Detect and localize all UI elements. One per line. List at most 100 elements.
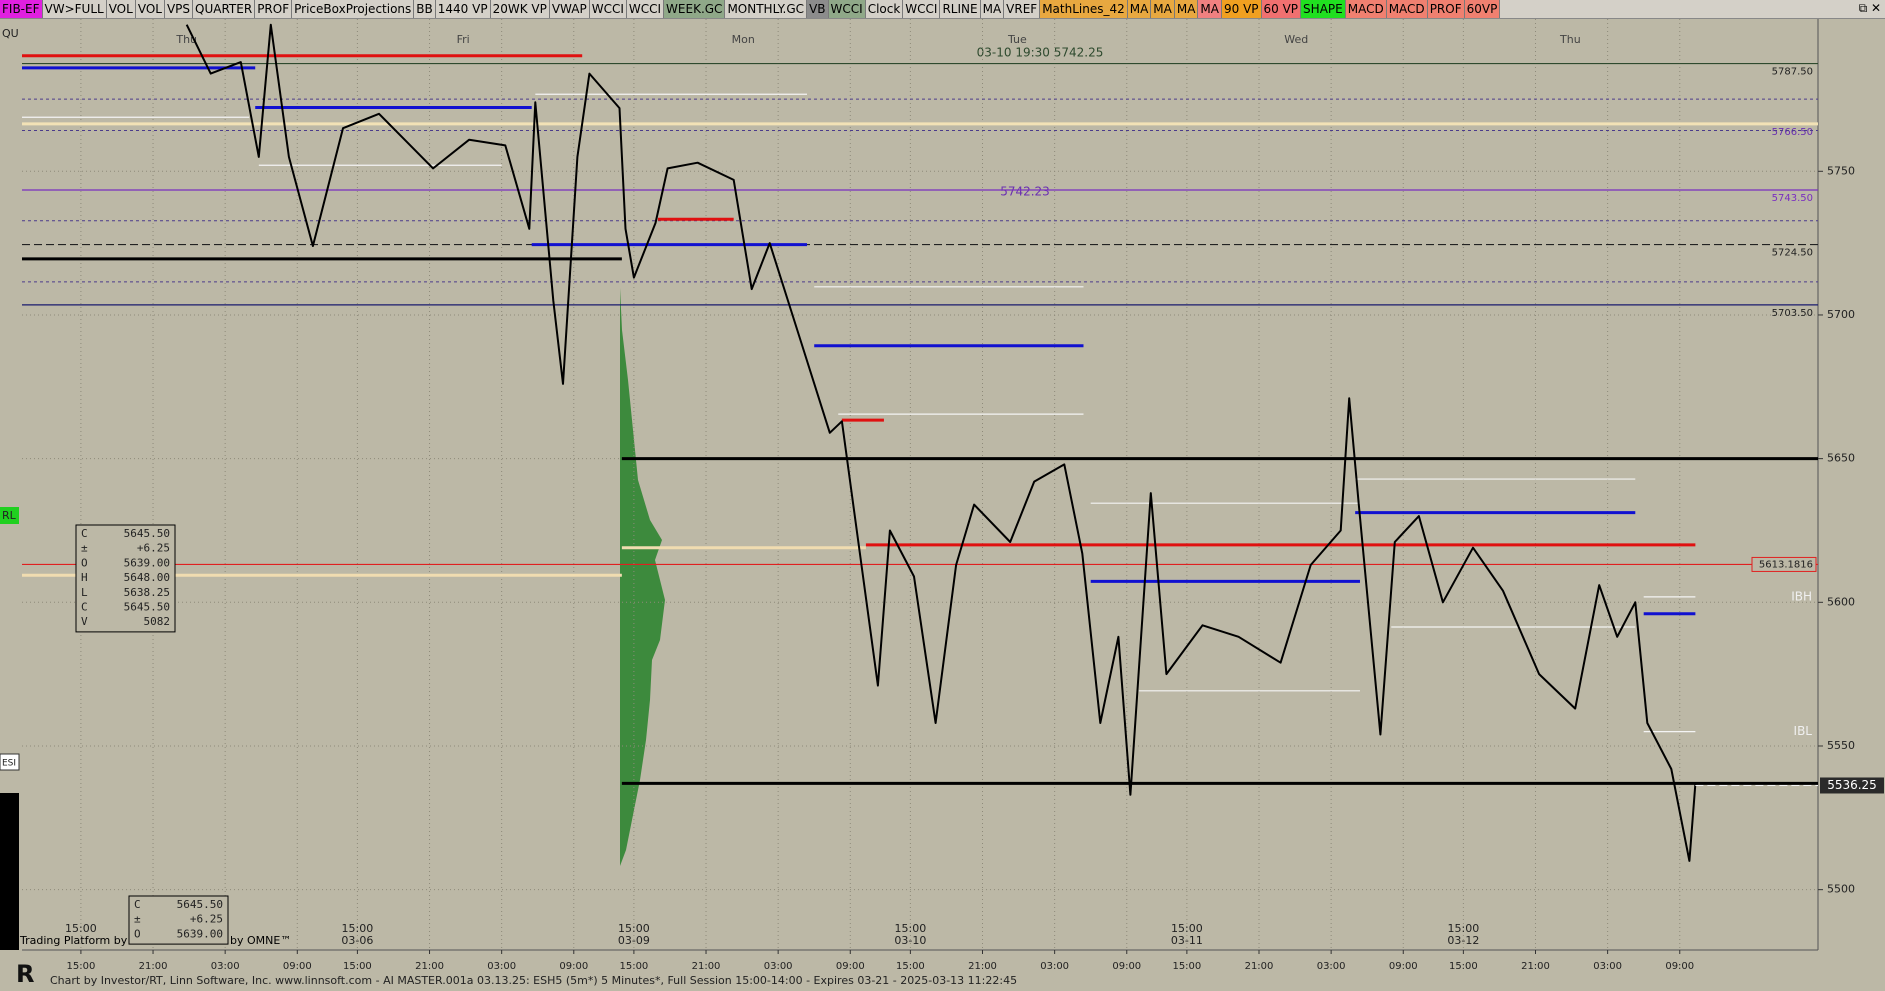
x-tick-label: 15:00 [619, 961, 648, 972]
volume-profile [620, 288, 665, 866]
ohlc-box [128, 895, 229, 945]
ohlc-key: C [81, 601, 88, 614]
last-price-label: 5536.25 [1827, 778, 1877, 792]
toolbar-button[interactable]: VOL [106, 0, 136, 18]
x-tick-label: 21:00 [415, 961, 444, 972]
ohlc-value: +6.25 [137, 542, 170, 555]
toolbar-button[interactable]: WCCI [626, 0, 665, 18]
toolbar-button[interactable]: FIB-EF [0, 0, 43, 18]
toolbar-button[interactable]: WCCI [903, 0, 941, 18]
ohlc-box [75, 524, 176, 633]
x-tick-label: 09:00 [1112, 961, 1141, 972]
toolbar-button[interactable]: MACD [1386, 0, 1428, 18]
ohlc-key: C [134, 898, 141, 911]
toolbar-button[interactable]: MA [1174, 0, 1199, 18]
y-tick-label: 5550 [1827, 739, 1855, 752]
day-label: Wed [1284, 33, 1308, 46]
session-time: 15:00 [65, 922, 97, 935]
toolbar-button[interactable]: Clock [865, 0, 904, 18]
toolbar-button[interactable]: 90 VP [1221, 0, 1262, 18]
ohlc-value: 5645.50 [177, 898, 223, 911]
x-tick-label: 09:00 [283, 961, 312, 972]
toolbar-button[interactable]: VREF [1004, 0, 1041, 18]
toolbar-button[interactable]: WCCI [589, 0, 627, 18]
toolbar-button[interactable]: 1440 VP [435, 0, 491, 18]
day-label: Thu [1559, 33, 1581, 46]
rl-badge [0, 507, 19, 524]
session-time: 15:00 [1171, 922, 1203, 935]
x-tick-label: 21:00 [692, 961, 721, 972]
toolbar-button[interactable]: 60VP [1464, 0, 1501, 18]
x-tick-label: 15:00 [1449, 961, 1478, 972]
toolbar-button[interactable]: RLINE [940, 0, 981, 18]
toolbar-button[interactable]: 20WK VP [490, 0, 550, 18]
toolbar-button[interactable]: VOL [135, 0, 165, 18]
x-tick-label: 03:00 [1040, 961, 1069, 972]
ohlc-key: V [81, 615, 88, 628]
toolbar-button[interactable]: PROF [1427, 0, 1465, 18]
ohlc-value: 5645.50 [124, 527, 170, 540]
toolbar-button[interactable]: MA [1198, 0, 1222, 18]
toolbar-button[interactable]: SHAPE [1301, 0, 1346, 18]
ib-label: IBH [1791, 589, 1812, 603]
left-label: RL [2, 509, 17, 522]
x-tick-label: 03:00 [487, 961, 516, 972]
toolbar-button[interactable]: MathLines_42 [1040, 0, 1128, 18]
toolbar-button[interactable]: MONTHLY.GC [725, 0, 808, 18]
day-label: Mon [732, 33, 755, 46]
toolbar-button[interactable]: QUARTER [193, 0, 256, 18]
y-tick-label: 5700 [1827, 308, 1855, 321]
level-label: 5787.50 [1772, 67, 1813, 78]
toolbar-button[interactable]: WEEK.GC [664, 0, 726, 18]
toolbar-button[interactable]: BB [414, 0, 436, 18]
toolbar-button[interactable]: VB [807, 0, 829, 18]
toolbar-button[interactable]: WCCI [828, 0, 866, 18]
y-tick-label: 5650 [1827, 452, 1855, 465]
session-date: 03-09 [618, 934, 650, 947]
level-label: 5613.1816 [1759, 559, 1813, 570]
branding: Trading Platform by R [19, 934, 139, 947]
x-tick-label: 03:00 [211, 961, 240, 972]
session-date: 03-12 [1447, 934, 1479, 947]
x-tick-label: 21:00 [1245, 961, 1274, 972]
ohlc-value: 5645.50 [124, 601, 170, 614]
window-controls[interactable]: ⧉ ✕ [1858, 1, 1881, 15]
toolbar: FIB-EF VW>FULL VOL VOL VPS QUARTER PROF PriceBo… [0, 0, 1885, 19]
toolbar-button[interactable]: PROF [255, 0, 293, 18]
x-tick-label: 21:00 [968, 961, 997, 972]
level-label: 5724.50 [1772, 248, 1813, 259]
x-tick-label: 21:00 [139, 961, 168, 972]
ohlc-key: H [81, 571, 88, 584]
level-label: 5766.50 [1772, 127, 1813, 138]
ohlc-value: 5639.00 [124, 556, 170, 569]
session-date: 03-10 [894, 934, 926, 947]
annotation: 03-10 19:30 5742.25 [977, 46, 1104, 60]
toolbar-button[interactable]: 60 VP [1261, 0, 1302, 18]
toolbar-button[interactable]: VWAP [549, 0, 590, 18]
toolbar-button[interactable]: MA [1127, 0, 1152, 18]
logo: R [16, 960, 34, 988]
toolbar-button[interactable]: VPS [164, 0, 194, 18]
x-tick-label: 15:00 [896, 961, 925, 972]
session-time: 15:00 [1448, 922, 1480, 935]
toolbar-button[interactable]: MACD [1345, 0, 1387, 18]
toolbar-button[interactable]: PriceBoxProjections [292, 0, 415, 18]
ib-label: IBL [1794, 724, 1813, 738]
x-tick-label: 15:00 [66, 961, 95, 972]
level-label: 5703.50 [1772, 308, 1813, 319]
status-footer: Chart by Investor/RT, Linn Software, Inc… [50, 974, 1018, 987]
ohlc-key: O [134, 927, 141, 940]
toolbar-button[interactable]: MA [980, 0, 1005, 18]
toolbar-button[interactable]: VW>FULL [42, 0, 107, 18]
session-time: 15:00 [342, 922, 374, 935]
level-label: 5743.50 [1772, 193, 1813, 204]
ohlc-key: ± [134, 913, 141, 926]
toolbar-button[interactable]: MA [1151, 0, 1175, 18]
level-label-box [1751, 556, 1817, 572]
x-tick-label: 03:00 [764, 961, 793, 972]
x-tick-label: 03:00 [1593, 961, 1622, 972]
